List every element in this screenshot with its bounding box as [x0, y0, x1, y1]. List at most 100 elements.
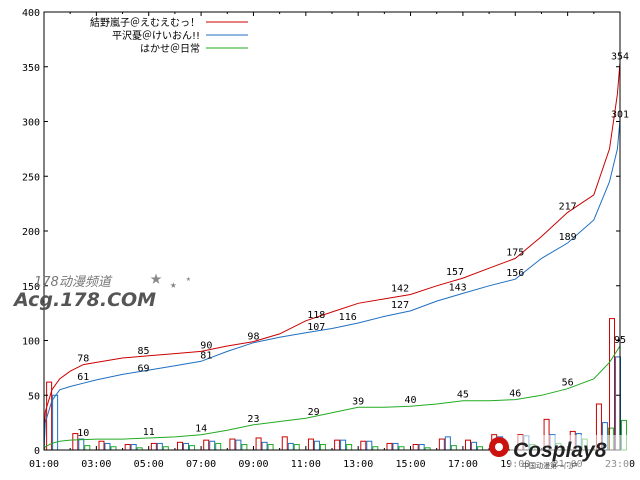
legend-label: 結野嵐子＠えむえむっ！ — [90, 16, 200, 29]
hourly-bar — [156, 442, 163, 451]
hourly-bar — [98, 440, 105, 451]
hourly-bar — [471, 441, 478, 451]
hourly-bar — [84, 445, 91, 451]
data-label: 143 — [449, 282, 467, 293]
hourly-bar — [392, 442, 399, 451]
data-label: 354 — [611, 51, 629, 62]
x-tick-label: 13:00 — [343, 459, 373, 470]
data-label: 69 — [137, 363, 149, 374]
y-tick-label: 150 — [22, 282, 40, 293]
hourly-bar — [255, 437, 262, 451]
y-tick-label: 400 — [22, 8, 40, 19]
watermark-178-text: 178动漫频道 — [34, 275, 113, 290]
data-label: 40 — [405, 395, 417, 406]
watermark-cosplay8-logo: Cosplay8 中国动漫第一门户 — [489, 435, 630, 475]
hourly-bar — [241, 444, 248, 451]
legend: 結野嵐子＠えむえむっ！平沢憂＠けいおん!!はかせ＠日常 — [90, 16, 248, 55]
hourly-bar — [313, 440, 320, 451]
hourly-bar — [366, 440, 373, 451]
star-icon-small: ★ — [170, 278, 177, 291]
y-tick-label: 300 — [22, 118, 40, 129]
hourly-bar — [450, 445, 457, 451]
hourly-bar — [183, 442, 190, 451]
x-tick-label: 09:00 — [238, 459, 268, 470]
hourly-bar — [346, 444, 353, 451]
hourly-bar — [386, 442, 393, 451]
hourly-bar — [360, 440, 367, 451]
watermark-cosplay8-sub: 中国动漫第一门户 — [522, 461, 578, 470]
data-label: 56 — [562, 378, 574, 389]
data-label: 23 — [247, 414, 259, 425]
x-tick-label: 11:00 — [291, 459, 321, 470]
data-label: 39 — [352, 396, 364, 407]
data-label: 11 — [143, 427, 155, 438]
data-label: 118 — [307, 310, 325, 321]
y-tick-label: 50 — [28, 391, 40, 402]
plot-border — [43, 11, 621, 451]
hourly-bar — [130, 444, 137, 451]
x-tick-label: 03:00 — [81, 459, 111, 470]
hourly-bar — [267, 444, 274, 451]
data-label: 157 — [446, 267, 464, 278]
data-label: 142 — [391, 284, 409, 295]
data-label: 189 — [559, 232, 577, 243]
data-label: 45 — [457, 390, 469, 401]
data-label: 14 — [195, 424, 207, 435]
data-label: 90 — [200, 340, 212, 351]
star-icon-tiny: ★ — [186, 274, 191, 283]
series-line — [43, 120, 621, 451]
hourly-bar — [150, 442, 157, 451]
hourly-bar — [465, 439, 472, 451]
x-tick-label: 07:00 — [186, 459, 216, 470]
hourly-bar — [209, 440, 216, 451]
x-tick-label: 17:00 — [448, 459, 478, 470]
x-axis-ticks: 01:00 03:00 05:00 07:00 09:00 11:00 13:00 15:00… — [29, 12, 635, 470]
hourly-bar — [412, 444, 419, 451]
series-lines — [43, 62, 621, 451]
hourly-bar — [293, 444, 300, 451]
hourly-bar — [235, 439, 242, 451]
data-label: 217 — [559, 201, 577, 212]
watermark-178-logo: 178动漫频道 Acg.178.COM ★ ★ ★ — [12, 265, 191, 311]
legend-label: 平沢憂＠けいおん!! — [112, 29, 200, 42]
data-label: 81 — [200, 350, 212, 361]
data-label: 95 — [614, 335, 626, 346]
watermark-cosplay8-text: Cosplay8 — [513, 439, 607, 462]
hourly-bar — [307, 438, 314, 451]
x-tick-label: 01:00 — [29, 459, 59, 470]
data-labels: 78 85 90 118 142 157 175 217 354 301 61 69 81 98 107 11… — [77, 51, 629, 439]
y-tick-label: 350 — [22, 63, 40, 74]
hourly-bar — [215, 442, 222, 451]
plot-frame — [43, 11, 621, 451]
hourly-bar — [418, 444, 425, 451]
data-label: 61 — [77, 372, 89, 383]
data-label: 116 — [339, 312, 357, 323]
hourly-bar — [261, 441, 268, 451]
watermark-acg-url: Acg.178.COM — [12, 289, 156, 311]
data-label: 301 — [611, 109, 629, 120]
data-label: 127 — [391, 300, 409, 311]
data-label: 175 — [506, 247, 524, 258]
hourly-bar — [340, 439, 347, 451]
hourly-bar — [444, 436, 451, 451]
data-label: 107 — [307, 322, 325, 333]
y-axis-ticks: 0 50 100 150 200 250 300 350 400 — [22, 8, 620, 457]
hourly-bar — [189, 445, 196, 451]
hourly-bar — [229, 438, 236, 451]
hourly-bars — [46, 318, 628, 451]
hourly-bar — [281, 436, 288, 451]
hourly-bar — [319, 444, 326, 451]
legend-label: はかせ＠日常 — [140, 42, 200, 55]
data-label: 46 — [509, 389, 521, 400]
hourly-bar — [287, 442, 294, 451]
data-label: 85 — [137, 346, 149, 357]
x-tick-label: 05:00 — [134, 459, 164, 470]
series-line — [43, 62, 621, 451]
data-label: 10 — [77, 428, 89, 439]
series-line — [43, 345, 621, 451]
hourly-bar — [177, 441, 184, 451]
data-label: 98 — [247, 332, 259, 343]
data-label: 156 — [506, 268, 524, 279]
hourly-bar — [334, 439, 341, 451]
